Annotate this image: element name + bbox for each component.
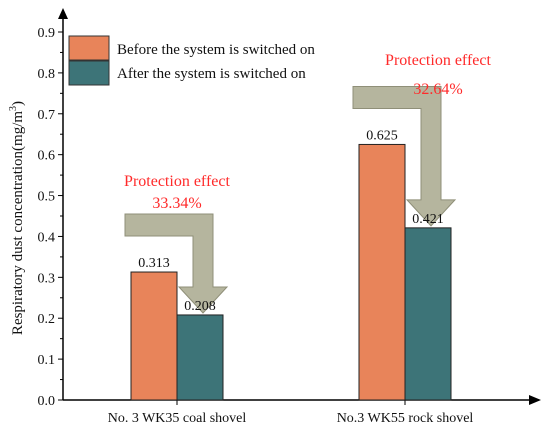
y-tick-label: 0.9: [38, 26, 56, 41]
y-tick-label: 0.2: [38, 312, 56, 327]
legend: Before the system is switched on After t…: [68, 35, 315, 86]
x-tick-label: No.3 WK55 rock shovel: [337, 411, 474, 426]
x-tick-label: No. 3 WK35 coal shovel: [108, 411, 247, 426]
protection-arrow-icon: [124, 213, 229, 314]
bar-labels: 0.313 0.625 0.208 0.421: [138, 128, 444, 314]
legend-swatch-before: [68, 35, 110, 61]
x-axis-arrowhead: [529, 395, 541, 405]
annotation-title: Protection effect: [385, 52, 491, 69]
bar-value-label: 0.625: [366, 128, 398, 143]
y-tick-label: 0.1: [38, 353, 56, 368]
annotations: Protection effect 33.34% Protection effect…: [124, 52, 491, 212]
bars: [130, 143, 452, 401]
y-axis-title-suffix: ): [10, 101, 26, 106]
y-axis-title-superscript: 3: [8, 106, 19, 111]
bar-after: [176, 314, 224, 401]
legend-swatch-after: [68, 60, 110, 86]
y-tick-label: 0.8: [38, 67, 56, 82]
bar-value-label: 0.313: [138, 256, 170, 271]
bar-value-label: 0.208: [184, 299, 216, 314]
protection-arrow-icon: [352, 85, 457, 227]
legend-label-after: After the system is switched on: [117, 66, 306, 82]
y-tick-label: 0.4: [38, 230, 56, 245]
y-tick-label: 0.6: [38, 149, 56, 164]
protection-arrows: [124, 85, 457, 314]
y-axis-title: Respiratory dust concentration(mg/m3): [8, 101, 26, 335]
y-tick-label: 0.7: [38, 108, 56, 123]
y-tick-label: 0.5: [38, 190, 56, 205]
y-axis-title-main: Respiratory dust concentration(mg/m: [10, 111, 26, 335]
axes: 0.0 0.1 0.2 0.3 0.4 0.5 0.6 0.7 0.8 0.9 No. 3 WK35…: [38, 8, 541, 426]
bar-before: [358, 143, 406, 401]
annotation-title: Protection effect: [124, 173, 230, 190]
y-tick-label: 0.0: [38, 394, 56, 409]
bar-value-label: 0.421: [412, 212, 444, 227]
legend-label-before: Before the system is switched on: [117, 42, 315, 58]
annotation-value: 32.64%: [413, 81, 462, 98]
bar-before: [130, 271, 178, 401]
y-axis-arrowhead: [58, 8, 68, 19]
y-tick-label: 0.3: [38, 271, 56, 286]
annotation-value: 33.34%: [152, 195, 201, 212]
bar-after: [404, 227, 452, 401]
